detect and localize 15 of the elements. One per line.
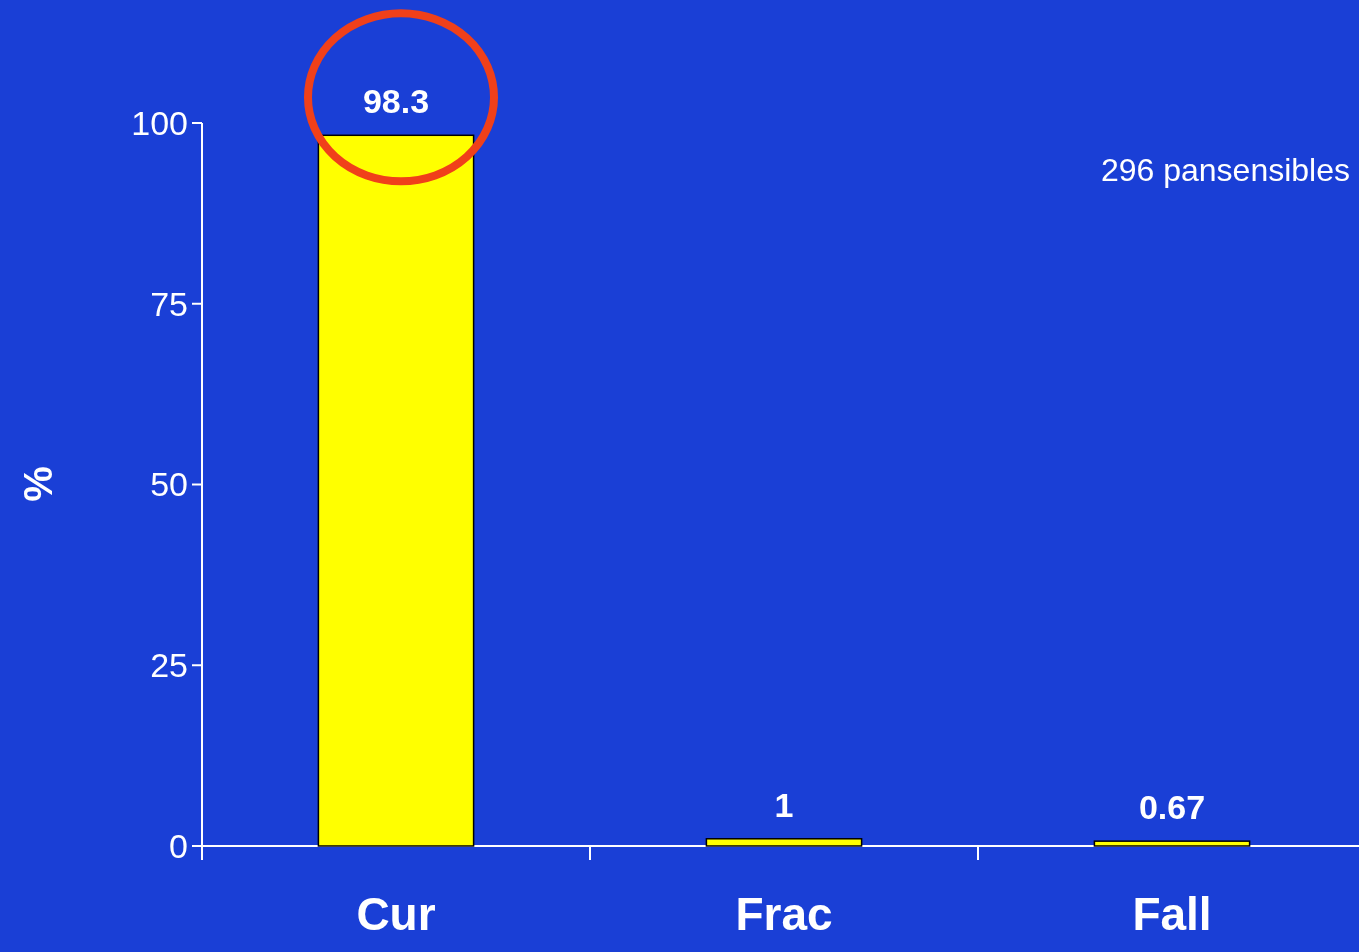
y-tick-label: 50 [150, 465, 188, 504]
data-label: 1 [774, 785, 794, 824]
y-tick-label: 100 [131, 103, 188, 142]
x-tick-label: Fall [1132, 888, 1212, 940]
x-tick-label: Cur [356, 888, 436, 940]
annotation: 296 pansensibles [1100, 152, 1350, 188]
data-label: 98.3 [362, 82, 430, 121]
y-axis-title: % [16, 466, 60, 502]
y-tick-label: 75 [150, 284, 188, 323]
y-tick-label: 25 [150, 646, 188, 685]
x-tick-label: Frac [735, 888, 833, 940]
y-tick-label: 0 [169, 826, 188, 865]
bar [1093, 840, 1251, 847]
bar [705, 838, 863, 847]
data-label: 0.67 [1138, 788, 1206, 827]
